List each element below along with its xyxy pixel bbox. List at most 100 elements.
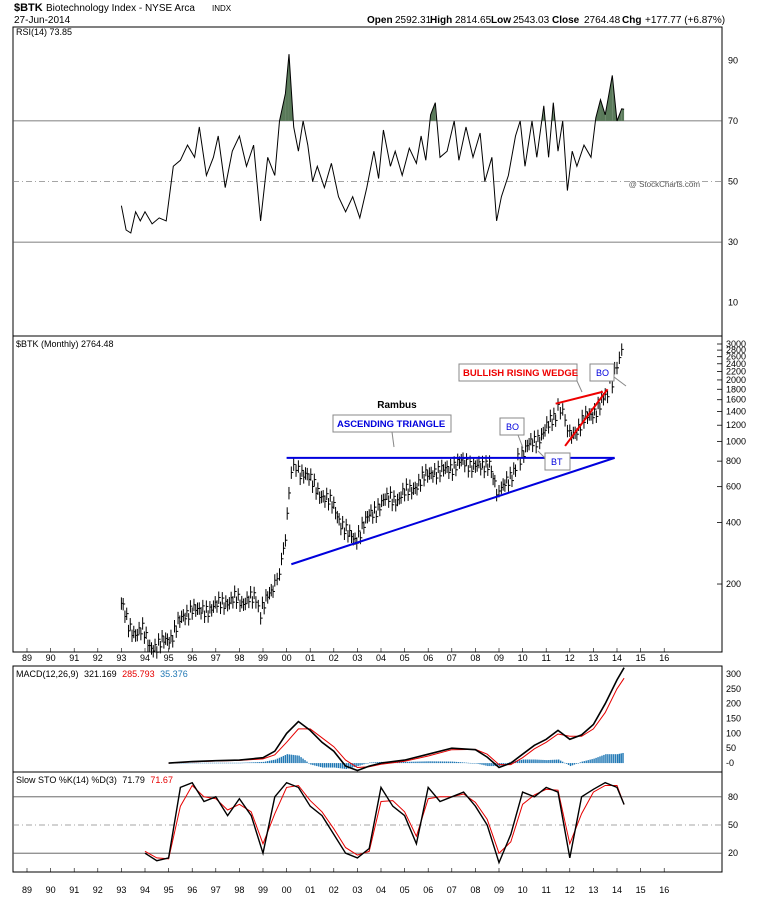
macd-hist-bar — [483, 763, 484, 765]
rsi-y-tick: 30 — [728, 237, 738, 247]
sto-k-line — [145, 783, 624, 863]
macd-hist-bar — [328, 763, 329, 767]
macd-hist-bar — [470, 763, 471, 764]
macd-hist-bar — [603, 755, 604, 763]
x-axis-label-top: 02 — [329, 653, 339, 663]
macd-hist-bar — [424, 761, 425, 763]
macd-hist-bar — [363, 763, 364, 764]
macd-hist-bar — [253, 762, 254, 763]
chart-header: $BTK Biotechnology Index - NYSE Arca IND… — [14, 2, 725, 26]
macd-hist-bar — [291, 755, 292, 763]
macd-hist-bar — [609, 754, 610, 763]
macd-hist-bar — [411, 762, 412, 763]
x-axis-label-top: 99 — [258, 653, 268, 663]
macd-hist-bar — [239, 763, 240, 764]
macd-hist-bar — [188, 763, 189, 764]
x-axis-label-bottom: 12 — [565, 885, 575, 895]
price-y-tick: 1200 — [726, 420, 746, 430]
macd-hist-bar — [536, 760, 537, 763]
x-axis-label-top: 98 — [234, 653, 244, 663]
macd-hist-bar — [310, 763, 311, 764]
macd-hist-bar — [422, 761, 423, 763]
macd-hist-bar — [527, 760, 528, 764]
macd-hist-bar — [586, 761, 587, 763]
macd-hist-bar — [444, 762, 445, 764]
macd-hist-bar — [228, 763, 229, 764]
macd-hist-bar — [542, 760, 543, 763]
x-axis-label-bottom: 15 — [636, 885, 646, 895]
x-axis-label-top: 95 — [164, 653, 174, 663]
macd-hist-bar — [304, 760, 305, 763]
symbol-label: $BTK — [14, 2, 43, 14]
macd-hist-bar — [308, 763, 309, 764]
low-label: Low — [491, 15, 511, 26]
macd-hist-bar — [336, 763, 337, 768]
x-axis-label-bottom: 04 — [376, 885, 386, 895]
price-y-tick: 1400 — [726, 407, 746, 417]
macd-hist-bar — [332, 763, 333, 767]
macd-hist-bar — [460, 762, 461, 763]
macd-y-tick: 300 — [726, 669, 741, 679]
macd-hist-bar — [430, 761, 431, 763]
macd-hist-bar — [255, 762, 256, 763]
x-axis-label-bottom: 02 — [329, 885, 339, 895]
macd-hist-bar — [279, 758, 280, 763]
x-axis-label-top: 09 — [494, 653, 504, 663]
macd-hist-bar — [275, 760, 276, 764]
rsi-line — [121, 54, 624, 233]
macd-y-tick: -0 — [726, 758, 734, 768]
x-axis-label-top: 15 — [636, 653, 646, 663]
macd-hist-bar — [296, 755, 297, 763]
macd-hist-bar — [289, 754, 290, 763]
macd-hist-bar — [220, 763, 221, 764]
x-axis-label-bottom: 06 — [423, 885, 433, 895]
x-axis-label-bottom: 98 — [234, 885, 244, 895]
macd-hist-bar — [302, 759, 303, 763]
chart-title: Rambus — [377, 400, 417, 411]
macd-hist-bar — [491, 763, 492, 766]
macd-hist-bar — [521, 760, 522, 763]
macd-hist-bar — [204, 763, 205, 764]
macd-y-tick: 100 — [726, 728, 741, 738]
chg-value: +177.77 (+6.87%) — [645, 15, 725, 26]
sto-legend: Slow STO %K(14) %D(3) 71.79 71.67 — [16, 775, 173, 785]
macd-hist-bar — [532, 760, 533, 764]
triangle-bottom-line — [291, 458, 614, 564]
x-axis-label-bottom: 10 — [518, 885, 528, 895]
macd-hist-bar — [566, 763, 567, 764]
macd-hist-bar — [505, 763, 506, 764]
x-axis-label-top: 01 — [305, 653, 315, 663]
macd-hist-bar — [214, 763, 215, 764]
macd-hist-bar — [306, 762, 307, 763]
macd-hist-bar — [298, 756, 299, 763]
macd-hist-bar — [544, 760, 545, 763]
macd-hist-bar — [458, 762, 459, 763]
price-y-tick: 1800 — [726, 384, 746, 394]
exchange-tag: INDX — [212, 4, 232, 13]
macd-hist-bar — [605, 754, 606, 763]
macd-hist-bar — [466, 763, 467, 764]
macd-hist-bar — [273, 760, 274, 763]
wedge-top-line — [556, 392, 603, 404]
macd-hist-bar — [267, 761, 268, 763]
macd-hist-bar — [416, 762, 417, 763]
macd-hist-bar — [485, 763, 486, 766]
x-axis-label-top: 12 — [565, 653, 575, 663]
macd-hist-bar — [245, 763, 246, 764]
x-axis-label-bottom: 16 — [659, 885, 669, 895]
bo-callout-pointer-2 — [614, 377, 626, 386]
macd-hist-bar — [403, 762, 404, 763]
macd-hist-bar — [200, 763, 201, 764]
x-axis-label-bottom: 13 — [588, 885, 598, 895]
x-axis-label-bottom: 99 — [258, 885, 268, 895]
macd-hist-bar — [418, 762, 419, 764]
macd-hist-bar — [293, 755, 294, 763]
x-axis-label-bottom: 03 — [352, 885, 362, 895]
bo-callout-pointer-1 — [518, 435, 523, 448]
price-y-tick: 200 — [726, 579, 741, 589]
macd-hist-bar — [367, 763, 368, 764]
x-axis-label-bottom: 14 — [612, 885, 622, 895]
chg-label: Chg — [622, 15, 641, 26]
macd-hist-bar — [519, 760, 520, 763]
macd-hist-bar — [218, 763, 219, 764]
